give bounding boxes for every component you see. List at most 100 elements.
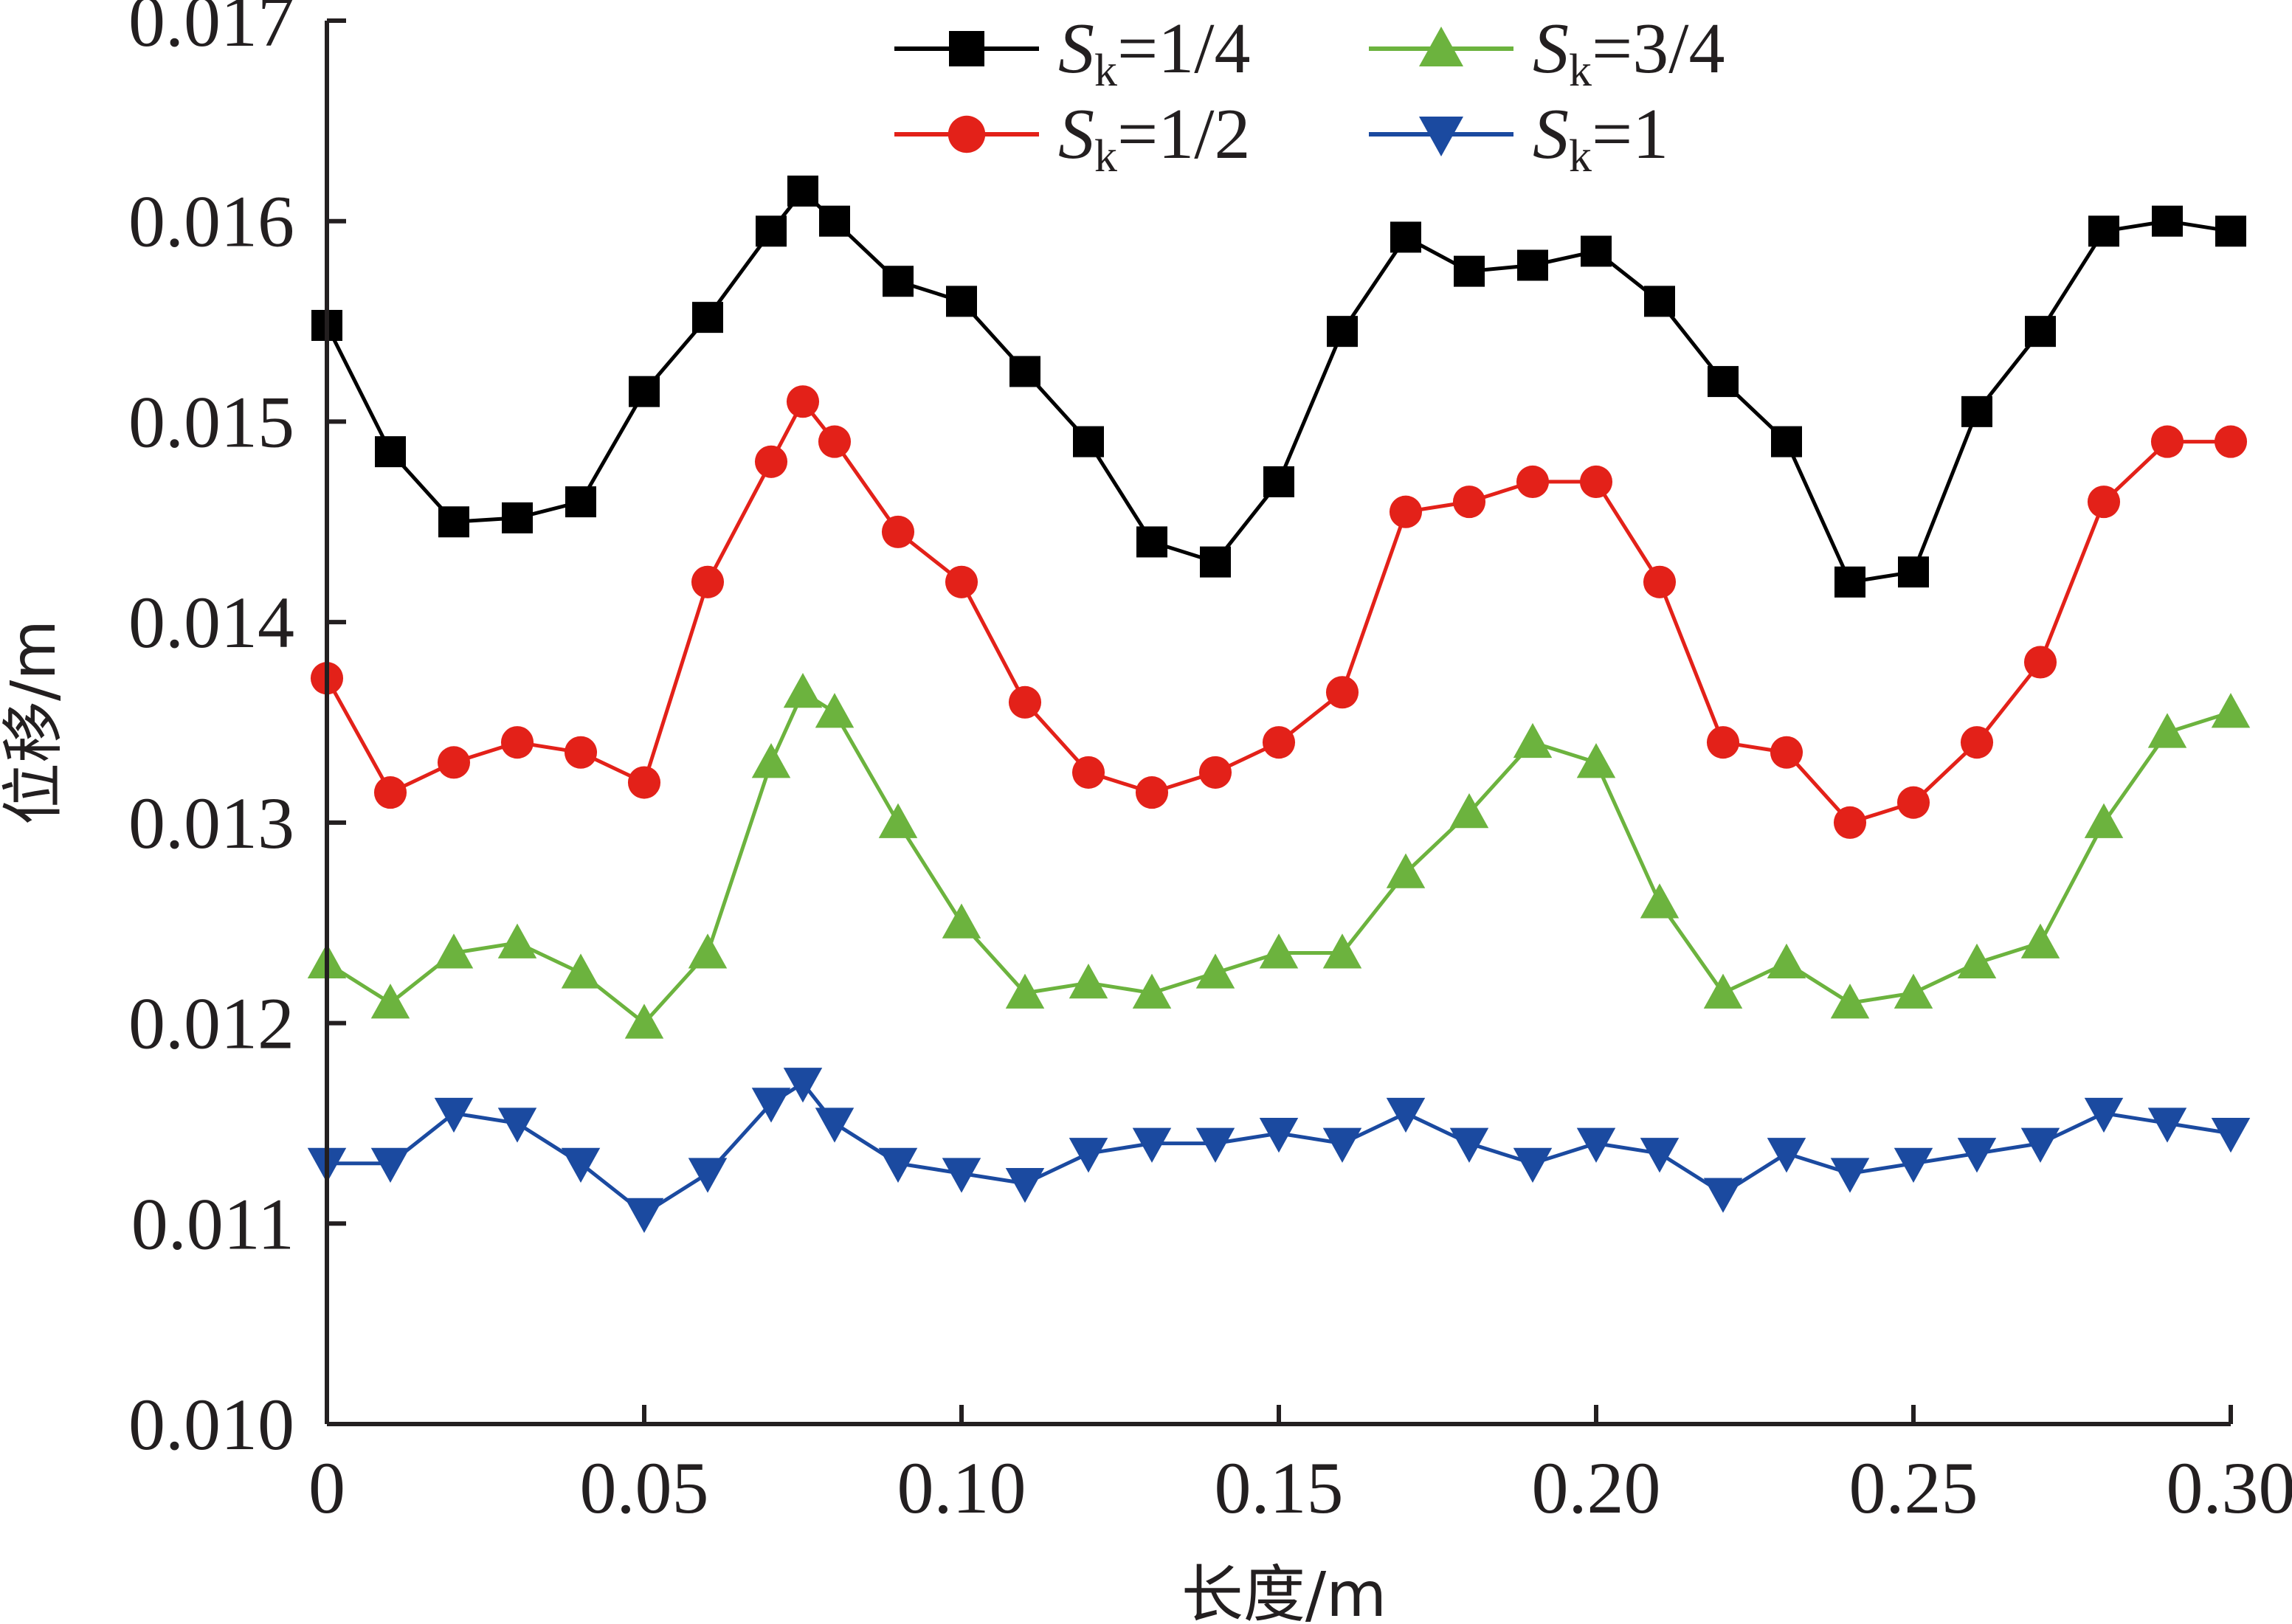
x-tick-label: 0.15 <box>1215 1447 1344 1529</box>
data-point <box>1513 722 1553 759</box>
data-point <box>1200 546 1231 578</box>
legend-label: Sk=1/4 <box>1058 9 1251 96</box>
data-point <box>1834 566 1865 598</box>
series-circle <box>310 385 2248 839</box>
x-axis-title: 长度/m <box>1181 1558 1387 1624</box>
data-point <box>1640 883 1680 919</box>
data-point <box>1898 556 1929 588</box>
data-point <box>754 445 788 478</box>
data-point <box>1449 793 1489 829</box>
series-line <box>325 189 2231 584</box>
data-point <box>1961 395 1992 427</box>
data-point <box>1581 235 1612 267</box>
data-point <box>2147 1108 2187 1143</box>
data-point <box>1386 1097 1426 1133</box>
data-point <box>1516 465 1550 498</box>
series-square <box>311 175 2246 598</box>
data-point <box>688 1158 728 1193</box>
legend-item: Sk=1/2 <box>894 94 1251 182</box>
data-point <box>564 736 598 769</box>
y-tick-label: 0.013 <box>128 782 294 864</box>
data-point <box>2087 486 2121 519</box>
data-point <box>1708 366 1739 398</box>
legend-marker <box>1419 117 1463 156</box>
data-point <box>751 1088 791 1123</box>
data-point <box>1703 973 1743 1009</box>
data-point <box>375 436 406 468</box>
axes <box>325 21 2231 1426</box>
data-point <box>878 803 918 838</box>
data-point <box>1009 356 1040 387</box>
data-point <box>1069 963 1108 999</box>
data-point <box>691 565 725 598</box>
data-point <box>756 215 787 247</box>
y-tick-label: 0.012 <box>128 983 294 1065</box>
data-point <box>2150 425 2184 458</box>
x-tick-label: 0.05 <box>580 1447 709 1529</box>
data-point <box>1135 776 1169 809</box>
legend-marker <box>949 31 984 66</box>
data-point <box>624 1003 664 1039</box>
data-point <box>946 286 977 317</box>
data-point <box>373 776 407 809</box>
data-point <box>2088 215 2119 247</box>
data-point <box>1449 1127 1489 1163</box>
data-point <box>1259 933 1299 969</box>
data-point <box>2020 1127 2060 1163</box>
data-point <box>942 903 981 939</box>
series-triangle-up <box>307 672 2251 1039</box>
legend-marker <box>947 115 986 153</box>
data-point <box>1513 1147 1553 1184</box>
y-tick-label: 0.011 <box>131 1183 294 1265</box>
data-point <box>1322 933 1362 969</box>
data-point <box>1640 1138 1680 1173</box>
data-point <box>565 486 596 518</box>
data-point <box>818 425 852 458</box>
data-point <box>1896 786 1930 819</box>
data-point <box>815 693 855 728</box>
legend-marker <box>1419 27 1463 66</box>
data-point <box>1517 249 1548 281</box>
data-point <box>1262 726 1296 759</box>
series-line <box>325 399 2231 825</box>
data-point <box>2211 1118 2251 1153</box>
data-point <box>627 766 661 799</box>
data-point <box>1452 486 1486 519</box>
data-point <box>692 302 723 334</box>
data-point <box>2084 803 2124 838</box>
y-tick-label: 0.014 <box>128 581 294 663</box>
data-point <box>1957 943 1997 979</box>
data-point <box>786 385 820 418</box>
data-point <box>2152 205 2183 237</box>
y-tick-label: 0.015 <box>128 381 294 463</box>
data-point <box>787 175 818 207</box>
data-point <box>1833 806 1867 839</box>
data-point <box>1327 316 1358 348</box>
plot-area <box>307 175 2251 1233</box>
data-point <box>1767 1138 1806 1173</box>
data-point <box>500 726 534 759</box>
legend-item: Sk=3/4 <box>1369 9 1725 96</box>
data-point <box>1390 221 1421 253</box>
data-point <box>688 933 728 969</box>
y-axis-title: 位移/m <box>0 620 69 825</box>
data-point <box>1005 973 1045 1009</box>
data-point <box>370 984 410 1019</box>
data-point <box>1132 973 1172 1009</box>
data-point <box>1767 943 1806 979</box>
data-point <box>1005 1167 1045 1203</box>
data-point <box>629 376 660 407</box>
data-point <box>1960 726 1994 759</box>
data-point <box>942 1158 981 1193</box>
data-point <box>1008 685 1042 719</box>
data-point <box>1830 984 1870 1019</box>
data-point <box>1579 465 1613 498</box>
legend-label: Sk=1/2 <box>1058 94 1251 182</box>
data-point <box>945 565 978 598</box>
data-point <box>2020 923 2060 958</box>
data-point <box>1576 1127 1616 1163</box>
data-point <box>502 502 533 533</box>
x-tick-label: 0.25 <box>1849 1447 1978 1529</box>
data-point <box>751 743 791 778</box>
data-point <box>1386 853 1426 888</box>
